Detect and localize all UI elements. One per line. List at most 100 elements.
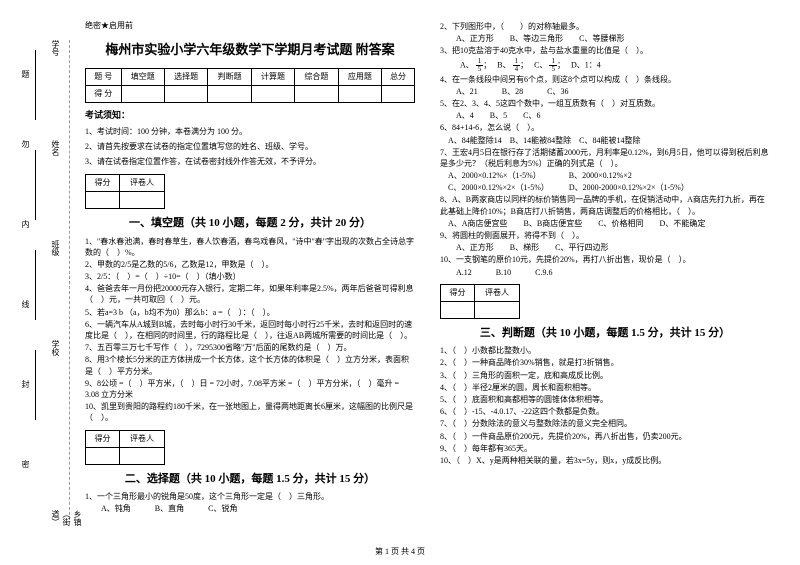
score-label: 得分 [441, 284, 475, 301]
question: 8、用3个棱长5分米的正方体拼成一个长方体，这个长方体的体积是（ ）立方分米，表… [85, 354, 415, 376]
question: 5、（ ）底面积和高都相等的圆锥体体积相等。 [440, 394, 770, 405]
notice-item: 1、考试时间：100 分钟，本卷满分为 100 分。 [85, 126, 415, 138]
question: 10、（ ）X、y是两种相关联的量，若3x=5y，则x，y成反比例。 [440, 455, 770, 466]
section-2-title: 二、选择题（共 10 小题，每题 1.5 分，共计 15 分） [85, 471, 415, 488]
th: 题 号 [86, 68, 122, 85]
question: 9、（ ）每年都有365天。 [440, 443, 770, 454]
question: 1、"春水春池满，春时春草生，春人饮春酒，春鸟戏春风，"诗中"春"字出现的次数占… [85, 236, 415, 258]
section-1-title: 一、填空题（共 10 小题，每题 2 分，共计 20 分） [85, 215, 415, 232]
options: A、钝角 B、直角 C、锐角 [85, 503, 415, 514]
options: A、2000×0.12%×（1-5%） B、2000×0.12%×2 [440, 170, 770, 181]
question: 6、84+14-6，怎么说（ ）。 [440, 122, 770, 133]
seal-char: 内 [20, 220, 31, 258]
question: 2、下列图形中，（ ）的对称轴最多。 [440, 21, 770, 32]
marker-box: 得分评卷人 [85, 174, 165, 209]
page-footer: 第 1 页 共 4 页 [0, 546, 800, 557]
question: 9、将圆柱的侧面展开，将得不到（ ）。 [440, 230, 770, 241]
options: C、2000×0.12%×2×（1-5%） D、2000-2000×0.12%×… [440, 182, 770, 193]
question: 3、把10克盐溶于40克水中，盐与盐水重量的比值是（ ）。 [440, 45, 770, 56]
question: 3、2/5：（ ）=（ ）÷10=（ ）（填小数） [85, 271, 415, 282]
td [382, 85, 415, 102]
seal-char: 线 [20, 300, 31, 338]
question: 8、（ ）一件商品原价200元，先提价20%，再八折出售，仍卖200元。 [440, 431, 770, 442]
margin-line [35, 350, 36, 420]
binding-margin: 学号 姓名 班级 学校 乡镇（街道） 题 勿 内 线 封 密 [10, 40, 70, 520]
options: A、正方形 B、梯形 C、平行四边形 [440, 242, 770, 253]
question: 1、（ ）小数都比整数小。 [440, 345, 770, 356]
th: 应用题 [338, 68, 381, 85]
fraction: 15 [476, 58, 484, 73]
seal-char: 密 [20, 460, 31, 498]
th: 总分 [382, 68, 415, 85]
score-table: 题 号 填空题 选择题 判断题 计算题 综合题 应用题 总分 得 分 [85, 68, 415, 103]
th: 填空题 [121, 68, 164, 85]
marker-box: 得分评卷人 [440, 284, 520, 319]
td [338, 85, 381, 102]
options: A.12 B.10 C.9.6 [440, 267, 770, 278]
options: A、正方形 B、等边三角形 C、等腰梯形 [440, 33, 770, 44]
options: A、21 B、28 C、36 [440, 86, 770, 97]
seal-char: 题 [20, 70, 31, 108]
fraction: 15 [549, 58, 557, 73]
th: 判断题 [208, 68, 251, 85]
options: A、4 B、5 C、6 [440, 110, 770, 121]
th: 综合题 [295, 68, 338, 85]
table-row: 题 号 填空题 选择题 判断题 计算题 综合题 应用题 总分 [86, 68, 415, 85]
question: 4、（ ）半径2厘米的圆，周长和面积相等。 [440, 382, 770, 393]
question: 1、一个三角形最小的锐角是50度，这个三角形一定是（ ）三角形。 [85, 491, 415, 502]
td [208, 85, 251, 102]
notice-title: 考试须知： [85, 109, 415, 123]
question: 2、甲数的2/5是乙数的5/6，乙数是12，甲数是（ ）。 [85, 259, 415, 270]
score-label: 得分 [86, 430, 120, 447]
question: 9、8公顷 =（ ）平方米，（ ）日 = 72小时，7.08平方米 =（ ）平方… [85, 378, 415, 400]
question: 5、在2、3、4、5这四个数中，一组互质数有（ ）对互质数。 [440, 98, 770, 109]
seal-char: 封 [20, 380, 31, 418]
margin-line [35, 150, 36, 220]
secret-label: 绝密★启用前 [85, 20, 415, 32]
margin-label-id: 学号 [50, 40, 61, 56]
margin-label-town: 乡镇（街道） [50, 510, 83, 526]
question: 4、爸爸去年一月份把20000元存入银行，定期二年，如果年利率是2.5%，两年后… [85, 283, 415, 305]
question: 10、凯里到贵阳的路程约180千米，在一张地图上，量得两地距离长6厘米，这幅图的… [85, 401, 415, 423]
right-column: 2、下列图形中，（ ）的对称轴最多。 A、正方形 B、等边三角形 C、等腰梯形 … [440, 20, 770, 515]
question: 10、一支钢笔的原价10元，先提价20%，再打八折出售，现价是（ ）。 [440, 254, 770, 265]
margin-label-school: 学校 [50, 340, 61, 356]
opt-a: A、 [460, 60, 474, 69]
score-label: 得分 [86, 175, 120, 192]
question: 3、（ ）三角形的面积一定，底和高成反比例。 [440, 370, 770, 381]
fraction: 14 [513, 58, 521, 73]
options: A、84能整除14 B、14能被84整除 C、84能被14整除 [440, 135, 770, 146]
exam-title: 梅州市实验小学六年级数学下学期月考试题 附答案 [85, 40, 415, 60]
question: 6、一辆汽车从A城到B城，去时每小时行30千米，返回时每小时行25千米，去时和返… [85, 319, 415, 341]
td: 得 分 [86, 85, 122, 102]
margin-line [35, 50, 36, 120]
question: 7、五百零三万七千写作（ ），7295300省略"万"后面的尾数约是（ ）万。 [85, 342, 415, 353]
notice-item: 3、请在试卷指定位置作答，在试卷密封线外作答无效，不予评分。 [85, 156, 415, 168]
opt-d: D、1：4 [571, 60, 601, 69]
margin-label-class: 班级 [50, 240, 61, 256]
question: 4、在一条线段中间另有6个点，则这8个点可以构成（ ）条线段。 [440, 74, 770, 85]
th: 选择题 [164, 68, 207, 85]
marker-label: 评卷人 [475, 284, 520, 301]
section-3-title: 三、判断题（共 10 小题，每题 1.5 分，共计 15 分） [440, 325, 770, 342]
notice-item: 2、请首先按要求在试卷的指定位置填写您的姓名、班级、学号。 [85, 141, 415, 153]
td [164, 85, 207, 102]
question: 8、A、B两家商店以同样的标价销售同一品牌的手机，在促销活动中，A商店先打九折，… [440, 194, 770, 216]
fraction-options: A、 15； B、 14； C、 15； D、1：4 [460, 58, 770, 73]
question: 7、（ ）分数除法的意义与整数除法的意义完全相同。 [440, 418, 770, 429]
question: 6、（ ）-15、-4.0.17、-22这四个数都是负数。 [440, 406, 770, 417]
question: 2、（ ）一种商品降价30%销售，就是打3折销售。 [440, 357, 770, 368]
marker-label: 评卷人 [120, 430, 165, 447]
td [295, 85, 338, 102]
td [121, 85, 164, 102]
table-row: 得 分 [86, 85, 415, 102]
question: 7、王宏4月5日在银行存了活期储蓄2000元，月利率是0.12%，到6月5日，他… [440, 147, 770, 169]
marker-box: 得分评卷人 [85, 430, 165, 465]
margin-label-name: 姓名 [50, 140, 61, 156]
left-column: 绝密★启用前 梅州市实验小学六年级数学下学期月考试题 附答案 题 号 填空题 选… [85, 20, 415, 515]
th: 计算题 [251, 68, 294, 85]
td [251, 85, 294, 102]
marker-label: 评卷人 [120, 175, 165, 192]
options: A、A商店便宜些 B、B商店便宜些 C、价格相同 D、不能确定 [440, 218, 770, 229]
opt-c: C、 [534, 60, 547, 69]
